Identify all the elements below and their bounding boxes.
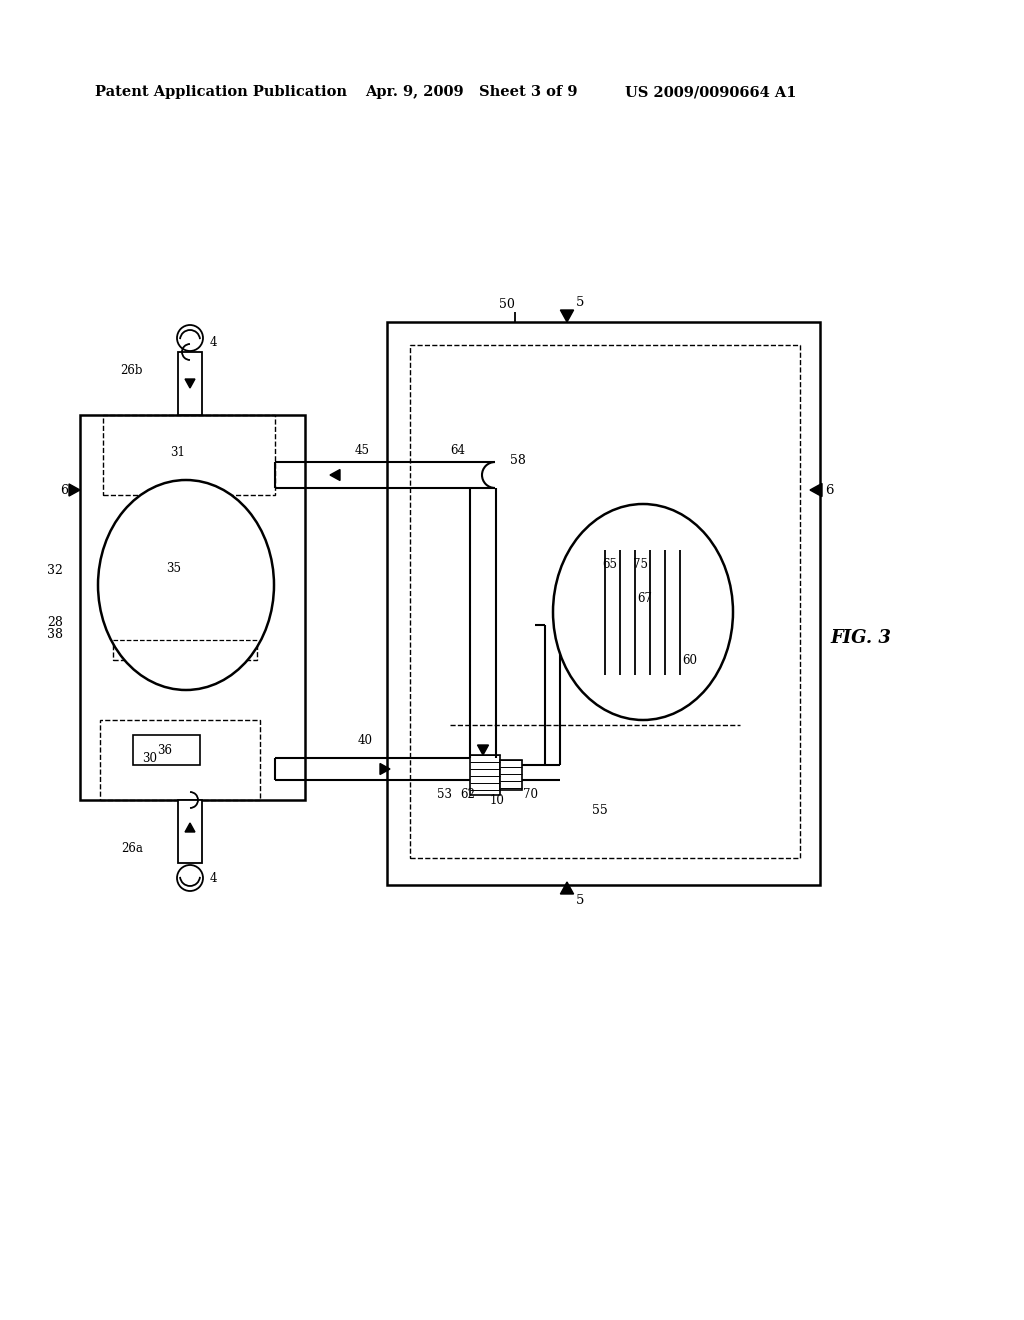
Polygon shape bbox=[560, 310, 573, 322]
Bar bbox=[103, 414, 275, 495]
Text: 5: 5 bbox=[575, 297, 584, 309]
Text: 5: 5 bbox=[575, 894, 584, 907]
Polygon shape bbox=[69, 484, 80, 496]
Bar bbox=[470, 755, 500, 795]
Text: 30: 30 bbox=[142, 751, 158, 764]
Text: Apr. 9, 2009   Sheet 3 of 9: Apr. 9, 2009 Sheet 3 of 9 bbox=[365, 84, 578, 99]
Text: 62: 62 bbox=[461, 788, 475, 801]
Text: 35: 35 bbox=[167, 561, 181, 574]
Text: 58: 58 bbox=[510, 454, 526, 466]
Text: 65: 65 bbox=[602, 558, 617, 572]
Text: 32: 32 bbox=[47, 564, 63, 577]
Text: 26b: 26b bbox=[121, 363, 143, 376]
Bar bbox=[133, 735, 200, 766]
Text: 70: 70 bbox=[522, 788, 538, 801]
Text: 64: 64 bbox=[451, 444, 466, 457]
Polygon shape bbox=[330, 470, 340, 480]
Text: 45: 45 bbox=[354, 444, 370, 457]
Polygon shape bbox=[560, 882, 573, 894]
Polygon shape bbox=[810, 483, 822, 496]
Polygon shape bbox=[185, 379, 195, 388]
Text: 4: 4 bbox=[209, 335, 217, 348]
Polygon shape bbox=[477, 744, 488, 755]
Text: 26a: 26a bbox=[121, 842, 143, 854]
Text: FIG. 3: FIG. 3 bbox=[830, 630, 891, 647]
Text: Patent Application Publication: Patent Application Publication bbox=[95, 84, 347, 99]
Text: 6: 6 bbox=[60, 483, 68, 496]
Text: 6: 6 bbox=[825, 483, 834, 496]
Text: 53: 53 bbox=[437, 788, 453, 801]
Bar bbox=[100, 719, 260, 800]
Ellipse shape bbox=[553, 504, 733, 719]
Text: 60: 60 bbox=[683, 653, 697, 667]
Text: 75: 75 bbox=[633, 558, 647, 572]
Bar bbox=[178, 800, 202, 863]
Text: 28: 28 bbox=[47, 615, 63, 628]
Text: 36: 36 bbox=[158, 743, 172, 756]
Bar bbox=[178, 352, 202, 414]
Text: 67: 67 bbox=[638, 591, 652, 605]
Bar bbox=[387, 322, 820, 884]
Bar bbox=[113, 627, 257, 660]
Bar bbox=[410, 345, 800, 858]
Text: 55: 55 bbox=[592, 804, 608, 817]
Bar bbox=[500, 760, 522, 789]
Text: 10: 10 bbox=[489, 793, 505, 807]
Polygon shape bbox=[380, 763, 390, 775]
Polygon shape bbox=[185, 822, 195, 832]
Text: 40: 40 bbox=[357, 734, 373, 747]
Text: 50: 50 bbox=[499, 298, 515, 312]
Bar bbox=[598, 545, 688, 678]
Text: 31: 31 bbox=[171, 446, 185, 459]
Text: US 2009/0090664 A1: US 2009/0090664 A1 bbox=[625, 84, 797, 99]
Text: 4: 4 bbox=[209, 871, 217, 884]
Bar bbox=[80, 414, 305, 800]
Text: 38: 38 bbox=[47, 628, 63, 642]
Ellipse shape bbox=[98, 480, 274, 690]
